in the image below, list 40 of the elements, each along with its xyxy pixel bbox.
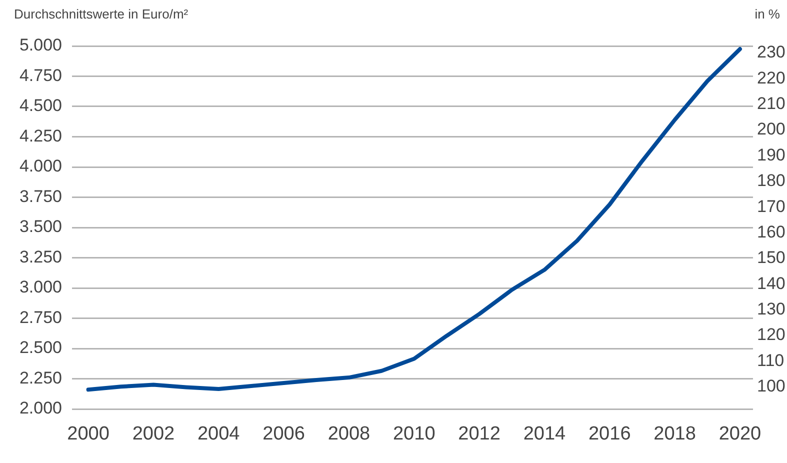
- y2-tick-label: 210: [757, 94, 786, 114]
- x-tick-label: 2016: [588, 424, 631, 445]
- y-tick-label: 2.500: [19, 338, 62, 358]
- y-tick-label: 4.000: [19, 156, 62, 176]
- y2-tick-label: 110: [757, 350, 784, 370]
- x-tick-label: 2020: [718, 424, 762, 445]
- y2-tick-label: 190: [757, 145, 786, 164]
- y-tick-label: 3.500: [19, 217, 62, 236]
- y2-tick-label: 200: [757, 120, 786, 139]
- y2-tick-label: 220: [757, 68, 786, 88]
- y-tick-label: 3.000: [19, 278, 62, 297]
- x-tick-label: 2010: [392, 424, 436, 445]
- y2-tick-label: 160: [757, 222, 786, 242]
- x-tick-label: 2014: [523, 424, 566, 445]
- y2-tick-label: 230: [757, 42, 786, 62]
- y-tick-label: 2.750: [19, 308, 62, 327]
- y-tick-label: 5.000: [19, 36, 62, 55]
- y-tick-label: 4.750: [19, 66, 62, 85]
- y2-tick-label: 180: [757, 171, 786, 190]
- y-tick-label: 4.250: [19, 126, 62, 146]
- y2-tick-label: 120: [757, 325, 786, 344]
- y-axis-title: Durchschnittswerte in Euro/m²: [14, 6, 189, 22]
- y2-tick-label: 100: [757, 376, 786, 396]
- x-tick-label: 2012: [458, 424, 500, 445]
- y-tick-label: 3.250: [19, 247, 62, 266]
- x-tick-label: 2004: [197, 424, 240, 445]
- x-tick-label: 2006: [262, 424, 305, 445]
- y2-axis-title: in %: [754, 6, 780, 22]
- x-tick-label: 2000: [67, 424, 110, 445]
- y2-tick-label: 130: [757, 300, 786, 319]
- x-tick-label: 2018: [654, 424, 696, 445]
- y-tick-label: 3.750: [19, 186, 62, 206]
- y2-tick-label: 150: [757, 248, 786, 268]
- y2-tick-label: 170: [757, 196, 786, 216]
- y-tick-label: 2.250: [19, 368, 62, 388]
- x-tick-label: 2002: [132, 424, 175, 445]
- x-tick-label: 2008: [328, 424, 370, 445]
- y-tick-label: 2.000: [19, 398, 62, 418]
- y2-tick-label: 140: [757, 274, 786, 293]
- y-tick-label: 4.500: [19, 96, 62, 116]
